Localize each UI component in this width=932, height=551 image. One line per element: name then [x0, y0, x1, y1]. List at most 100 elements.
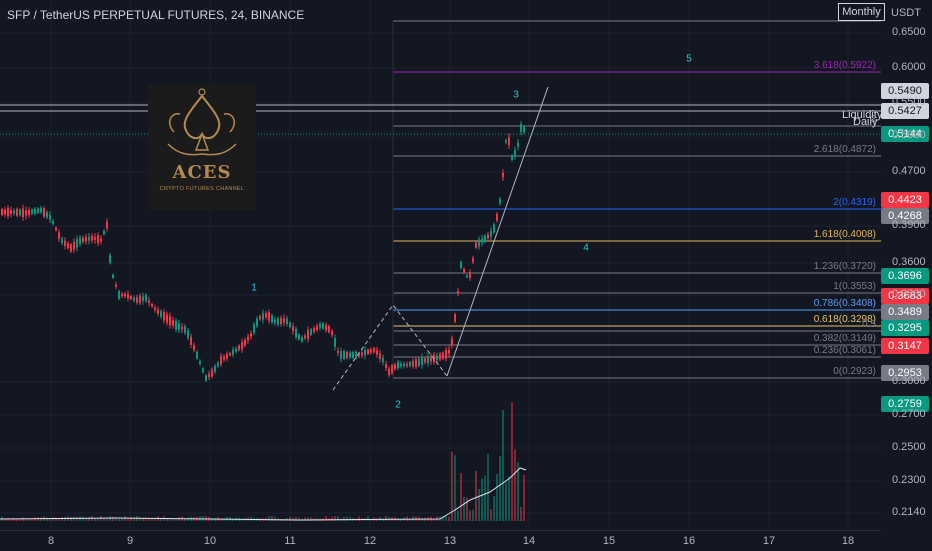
candle-body [490, 230, 492, 237]
volume-bar [55, 517, 57, 521]
fib-level-label: 2(0.4319) [833, 197, 876, 208]
volume-bar [118, 518, 120, 521]
candle-body [349, 352, 351, 358]
candle-body [511, 156, 513, 160]
volume-bar [463, 496, 465, 521]
candle-body [265, 313, 267, 318]
candle-body [106, 221, 108, 229]
candle-body [19, 209, 21, 216]
candle-body [370, 349, 372, 353]
volume-bar [106, 518, 108, 521]
candle-body [172, 320, 174, 326]
candle-body [37, 208, 39, 213]
candle-body [418, 358, 420, 366]
volume-bar [151, 518, 153, 521]
volume-bar [115, 517, 117, 521]
spade-crest-icon [167, 88, 237, 156]
candle-body [394, 364, 396, 370]
candle-body [508, 137, 510, 146]
candle-body [154, 307, 156, 310]
price-axis-label: 0.2300 [892, 474, 926, 486]
candle-body [151, 303, 153, 307]
volume-bar [508, 476, 510, 521]
price-axis-label: 0.6000 [892, 61, 926, 73]
candle-body [97, 235, 99, 244]
candle-body [409, 362, 411, 367]
candle-body [430, 356, 432, 362]
price-badge: 0.3489 [881, 304, 929, 320]
volume-bar [448, 516, 450, 521]
volume-bar [478, 488, 480, 521]
candle-body [517, 142, 519, 147]
candle-body [145, 294, 147, 302]
candle-body [217, 362, 219, 367]
candle-body [379, 353, 381, 360]
volume-bar [307, 517, 309, 521]
candle-body [340, 351, 342, 359]
fib-level-label: 1.618(0.4008) [813, 229, 876, 240]
price-axis-label: 0.5500 [892, 96, 926, 108]
time-axis-label: 14 [522, 535, 536, 547]
volume-bar [367, 516, 369, 521]
volume-bar [46, 517, 48, 521]
volume-bar [172, 518, 174, 521]
candle-body [475, 242, 477, 248]
candle-body [472, 258, 474, 262]
candle-body [82, 237, 84, 242]
candle-body [289, 322, 291, 328]
volume-bar [385, 516, 387, 521]
candle-body [502, 172, 504, 178]
volume-bar [349, 516, 351, 521]
volume-bar [184, 518, 186, 521]
fib-level-label: 1(0.3553) [833, 281, 876, 292]
volume-bar [496, 473, 498, 521]
candle-body [280, 318, 282, 324]
volume-bar [154, 518, 156, 521]
candle-body [73, 241, 75, 250]
candle-body [388, 368, 390, 376]
volume-bar [445, 516, 447, 521]
time-axis-label: 12 [363, 535, 377, 547]
fib-level-label: 0.382(0.3149) [813, 333, 876, 344]
candle-body [382, 357, 384, 363]
candle-body [55, 227, 57, 231]
time-axis-label: 10 [203, 535, 217, 547]
candle-body [496, 213, 498, 221]
volume-bar [61, 517, 63, 521]
candle-body [523, 126, 525, 133]
candle-body [391, 365, 393, 374]
volume-bar [406, 516, 408, 521]
price-axis-label: 0.6500 [892, 26, 926, 38]
chart-title: SFP / TetherUS PERPETUAL FUTURES, 24, BI… [7, 8, 305, 22]
price-axis-label: 0.3300 [892, 288, 926, 300]
candle-body [445, 349, 447, 359]
candle-body [133, 297, 135, 301]
volume-bar [400, 518, 402, 521]
candle-body [169, 316, 171, 326]
volume-bar [520, 506, 522, 521]
price-axis-label: 0.2700 [892, 408, 926, 420]
fib-level-label: 3.618(0.5922) [813, 60, 876, 71]
candle-body [208, 373, 210, 378]
price-axis-label: 0.3900 [892, 219, 926, 231]
candle-body [367, 349, 369, 354]
candle-body [10, 210, 12, 214]
candle-body [184, 326, 186, 333]
candle-body [1, 209, 3, 215]
time-scale[interactable] [0, 530, 881, 551]
candle-body [7, 207, 9, 217]
volume-bar [490, 509, 492, 521]
price-badge: 0.3295 [881, 320, 929, 336]
price-badge: 0.3147 [881, 338, 929, 354]
volume-bar [70, 517, 72, 521]
candle-body [436, 355, 438, 360]
volume-bar [124, 516, 126, 521]
price-axis-label: 0.2140 [892, 506, 926, 518]
volume-bar [37, 517, 39, 521]
candle-body [70, 244, 72, 252]
volume-bar [475, 470, 477, 521]
volume-bar [28, 518, 30, 521]
candle-body [421, 357, 423, 365]
volume-bar [97, 518, 99, 521]
